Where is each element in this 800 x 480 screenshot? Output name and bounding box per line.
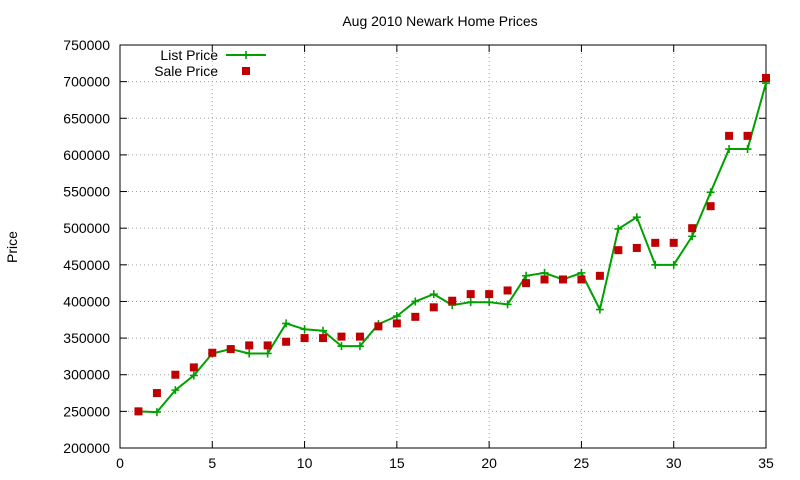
sale-price-point [429,303,438,312]
sale-price-point [651,238,660,247]
x-tick-label: 20 [481,455,497,471]
list-price-point [282,319,291,328]
y-tick-label: 400000 [63,293,110,309]
sale-price-point [263,341,272,350]
y-tick-label: 450000 [63,257,110,273]
sale-price-point [208,348,217,357]
sale-price-point [688,224,697,233]
y-tick-label: 300000 [63,367,110,383]
sale-price-point [522,279,531,288]
x-tick-label: 15 [389,455,405,471]
sale-price-point [540,275,549,284]
sale-price-point [448,296,457,305]
sale-price-point [337,332,346,341]
sale-price-point [632,243,641,252]
legend-item-list-price: List Price [160,47,266,63]
list-price-point [466,298,475,307]
x-tick-label: 25 [574,455,590,471]
list-price-point [706,188,715,197]
sale-price-point [706,202,715,211]
plot-frame [119,44,767,449]
sale-price-point [411,312,420,321]
legend-marker-list-price [242,51,250,59]
x-tick-label: 5 [208,455,216,471]
list-price-point [669,260,678,269]
sale-price-point [319,334,328,343]
list-price-point [152,408,161,417]
list-price-point [503,300,512,309]
list-price-point [485,298,494,307]
sale-price-point [503,286,512,295]
list-price-point [245,349,254,358]
sale-price-point [669,238,678,247]
list-price-point [522,271,531,280]
list-price-point [725,145,734,154]
sale-price-point [171,370,180,379]
series [134,73,770,417]
x-tick-label: 10 [297,455,313,471]
chart-title: Aug 2010 Newark Home Prices [342,13,537,29]
list-price-point [189,371,198,380]
legend-marker-sale-price [242,67,250,75]
sale-price-point [189,363,198,372]
sale-price-point [614,246,623,255]
y-tick-labels: 200000 250000 300000 350000 400000 450000 5000… [63,37,110,456]
y-tick-label: 350000 [63,330,110,346]
list-price-point [263,349,272,358]
sale-price-point [485,290,494,299]
y-tick-label: 550000 [63,184,110,200]
list-price-point [355,342,364,351]
y-tick-label: 600000 [63,147,110,163]
list-price-point [392,312,401,321]
y-tick-label: 250000 [63,403,110,419]
sale-price-point [374,322,383,331]
list-price-point [171,386,180,395]
legend-label-list-price: List Price [160,47,218,63]
list-price-point [300,325,309,334]
x-tick-label: 0 [116,455,124,471]
sale-price-point [152,389,161,398]
sale-price-point [558,275,567,284]
list-price-point [411,297,420,306]
legend-item-sale-price: Sale Price [154,63,250,79]
sale-price-point [282,337,291,346]
sale-price-point [762,73,770,82]
list-price-point [632,213,641,222]
x-tick-label: 35 [758,455,774,471]
sale-price-point [392,319,401,328]
y-axis-label: Price [4,231,20,263]
sale-price-point [725,131,734,140]
sale-price-point [595,271,604,280]
list-price-point [319,326,328,335]
sale-price-point [134,407,143,416]
x-tick-labels: 0 5 10 15 20 25 30 35 [116,455,774,471]
legend: List Price Sale Price [154,47,266,79]
list-price-point [595,305,604,314]
list-price-point [429,290,438,299]
list-price-point [743,145,752,154]
list-price-point [651,260,660,269]
sale-price-point [245,341,254,350]
list-price-point [688,232,697,241]
y-tick-label: 200000 [63,440,110,456]
sale-price-point [300,334,309,343]
sale-price-point [355,332,364,341]
legend-label-sale-price: Sale Price [154,63,218,79]
list-price-point [614,224,623,233]
list-price-line [138,82,767,414]
sale-price-point [466,290,475,299]
y-tick-label: 500000 [63,220,110,236]
y-tick-label: 750000 [63,37,110,53]
grid [120,45,766,448]
sale-price-point [743,131,752,140]
y-tick-label: 650000 [63,110,110,126]
sale-price-point [577,275,586,284]
axis-ticks [119,44,767,449]
x-tick-label: 30 [666,455,682,471]
list-price-point [337,342,346,351]
y-tick-label: 700000 [63,74,110,90]
sale-price-point [226,345,235,354]
